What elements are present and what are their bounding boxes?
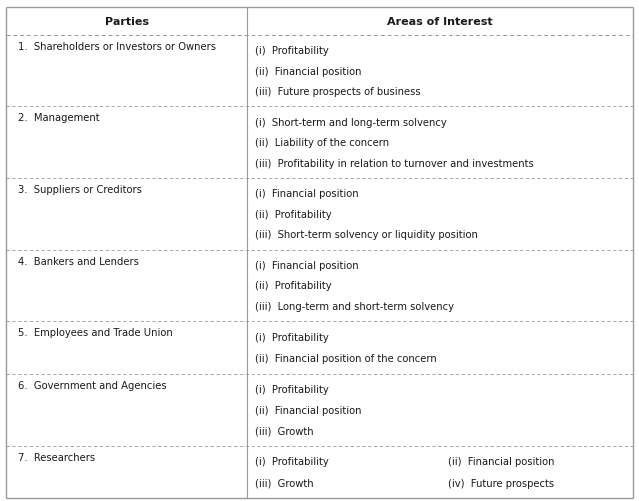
- Text: (ii)  Profitability: (ii) Profitability: [255, 209, 332, 219]
- Text: (iii)  Growth: (iii) Growth: [255, 478, 314, 488]
- Text: 5.  Employees and Trade Union: 5. Employees and Trade Union: [18, 328, 173, 338]
- Text: (i)  Profitability: (i) Profitability: [255, 385, 329, 395]
- Text: 4.  Bankers and Lenders: 4. Bankers and Lenders: [18, 256, 139, 266]
- Text: (i)  Profitability: (i) Profitability: [255, 332, 329, 342]
- Text: (ii)  Profitability: (ii) Profitability: [255, 281, 332, 291]
- Text: 1.  Shareholders or Investors or Owners: 1. Shareholders or Investors or Owners: [18, 42, 216, 52]
- Text: (ii)  Financial position of the concern: (ii) Financial position of the concern: [255, 354, 437, 364]
- Text: (ii)  Financial position: (ii) Financial position: [255, 67, 362, 77]
- Text: (iii)  Profitability in relation to turnover and investments: (iii) Profitability in relation to turno…: [255, 158, 534, 168]
- Text: (ii)  Financial position: (ii) Financial position: [255, 405, 362, 415]
- Text: (ii)  Financial position: (ii) Financial position: [448, 456, 554, 466]
- Text: (i)  Short-term and long-term solvency: (i) Short-term and long-term solvency: [255, 117, 447, 127]
- Text: (i)  Profitability: (i) Profitability: [255, 46, 329, 56]
- Text: 3.  Suppliers or Creditors: 3. Suppliers or Creditors: [18, 185, 142, 195]
- Text: (i)  Financial position: (i) Financial position: [255, 189, 358, 199]
- Text: 6.  Government and Agencies: 6. Government and Agencies: [18, 380, 167, 390]
- Text: (iii)  Growth: (iii) Growth: [255, 425, 314, 435]
- Text: (iii)  Short-term solvency or liquidity position: (iii) Short-term solvency or liquidity p…: [255, 230, 478, 240]
- Text: (i)  Profitability: (i) Profitability: [255, 456, 329, 466]
- Text: (iii)  Long-term and short-term solvency: (iii) Long-term and short-term solvency: [255, 302, 454, 312]
- Text: (ii)  Liability of the concern: (ii) Liability of the concern: [255, 138, 389, 148]
- Text: 2.  Management: 2. Management: [18, 113, 100, 123]
- Text: Areas of Interest: Areas of Interest: [387, 17, 493, 27]
- Text: (iii)  Future prospects of business: (iii) Future prospects of business: [255, 87, 420, 97]
- Text: (i)  Financial position: (i) Financial position: [255, 261, 358, 271]
- Text: (iv)  Future prospects: (iv) Future prospects: [448, 478, 554, 488]
- Text: Parties: Parties: [105, 17, 149, 27]
- Text: 7.  Researchers: 7. Researchers: [18, 452, 95, 462]
